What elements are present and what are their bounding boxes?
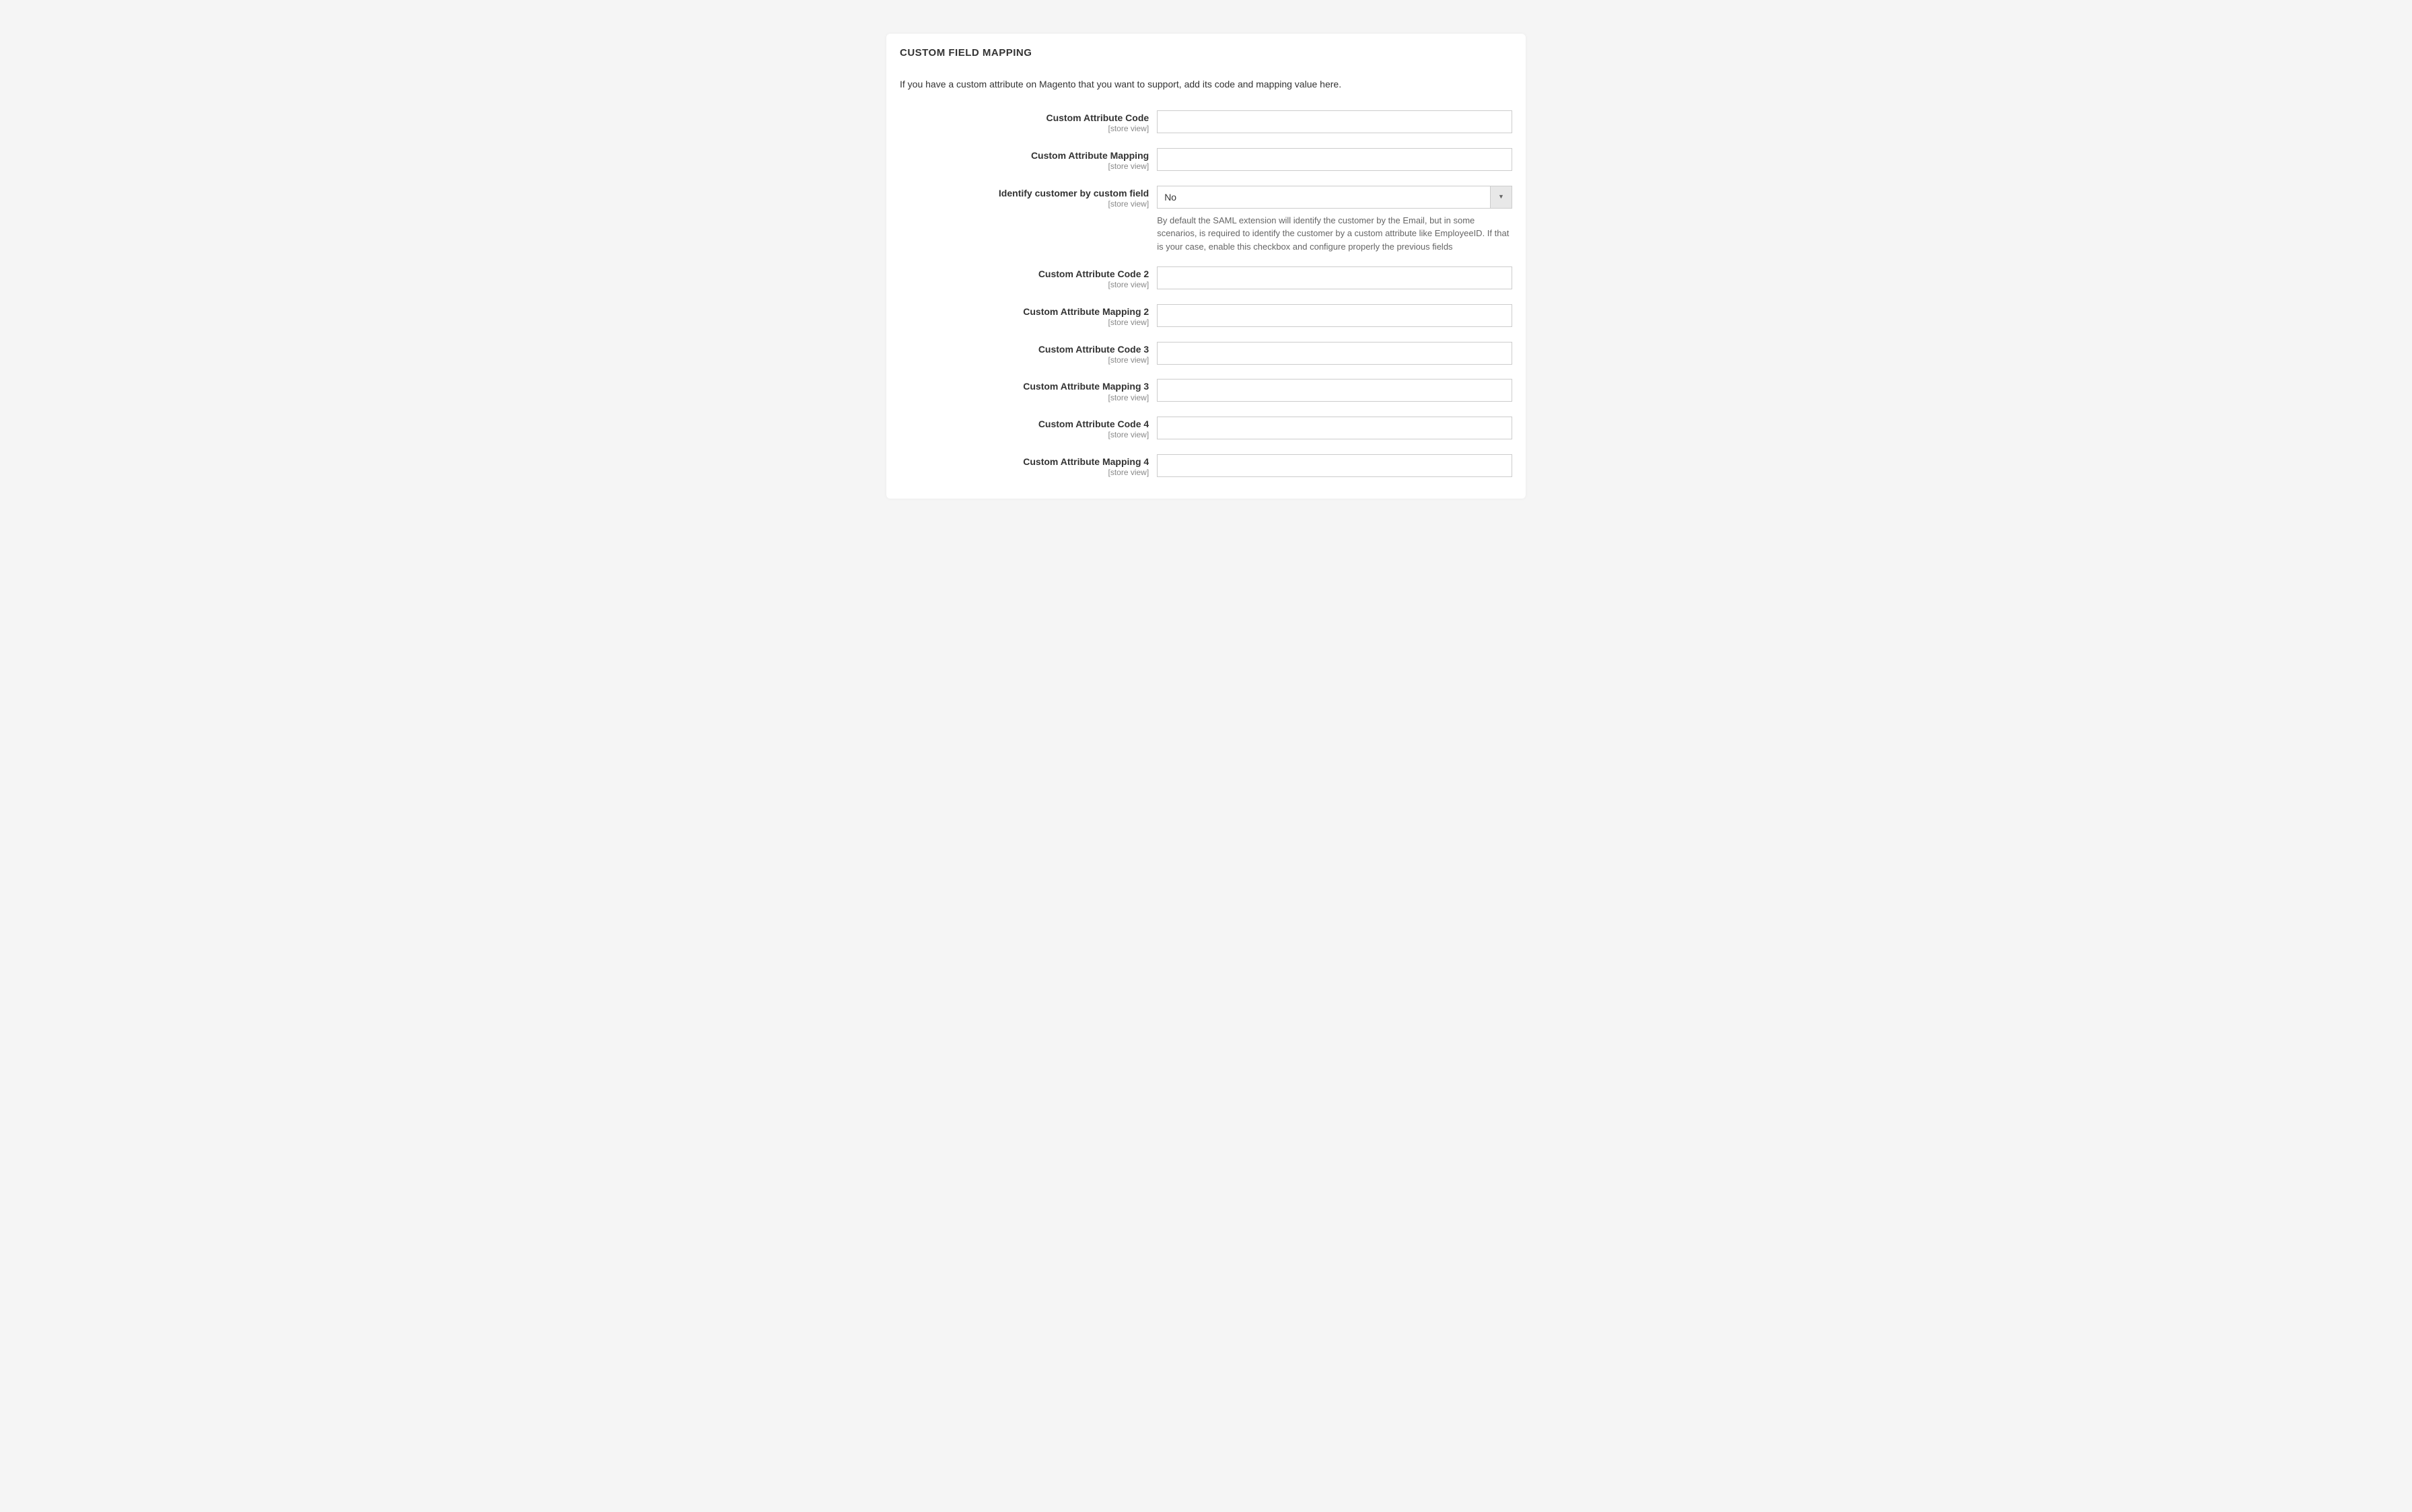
field-label-wrap: Custom Attribute Mapping 2 [store view] <box>900 304 1157 328</box>
field-control-wrap <box>1157 417 1512 439</box>
field-scope: [store view] <box>900 430 1149 441</box>
field-label: Custom Attribute Mapping <box>900 149 1149 161</box>
field-control-wrap: No ▼ By default the SAML extension will … <box>1157 186 1512 254</box>
custom-attr-mapping-4-input[interactable] <box>1157 454 1512 477</box>
field-label-wrap: Custom Attribute Mapping [store view] <box>900 148 1157 172</box>
field-row-custom-attr-code: Custom Attribute Code [store view] <box>900 110 1512 135</box>
field-scope: [store view] <box>900 199 1149 210</box>
field-label-wrap: Custom Attribute Code 2 [store view] <box>900 266 1157 291</box>
field-label: Custom Attribute Mapping 3 <box>900 380 1149 392</box>
field-control-wrap <box>1157 454 1512 477</box>
field-label-wrap: Custom Attribute Mapping 4 [store view] <box>900 454 1157 478</box>
field-row-custom-attr-mapping-4: Custom Attribute Mapping 4 [store view] <box>900 454 1512 478</box>
field-row-custom-attr-mapping-3: Custom Attribute Mapping 3 [store view] <box>900 379 1512 403</box>
field-label-wrap: Custom Attribute Code [store view] <box>900 110 1157 135</box>
field-label-wrap: Custom Attribute Code 4 [store view] <box>900 417 1157 441</box>
panel-description: If you have a custom attribute on Magent… <box>900 77 1512 92</box>
field-scope: [store view] <box>900 280 1149 291</box>
field-control-wrap <box>1157 342 1512 365</box>
custom-attr-mapping-2-input[interactable] <box>1157 304 1512 327</box>
custom-attr-code-4-input[interactable] <box>1157 417 1512 439</box>
field-label: Custom Attribute Code 2 <box>900 268 1149 280</box>
field-label: Identify customer by custom field <box>900 187 1149 199</box>
custom-attr-mapping-3-input[interactable] <box>1157 379 1512 402</box>
field-row-custom-attr-mapping: Custom Attribute Mapping [store view] <box>900 148 1512 172</box>
identify-by-custom-select[interactable]: No <box>1157 186 1512 209</box>
panel-title: CUSTOM FIELD MAPPING <box>900 47 1512 59</box>
field-help-text: By default the SAML extension will ident… <box>1157 214 1512 254</box>
field-label-wrap: Identify customer by custom field [store… <box>900 186 1157 210</box>
custom-attr-code-input[interactable] <box>1157 110 1512 133</box>
field-label: Custom Attribute Mapping 2 <box>900 305 1149 318</box>
field-label-wrap: Custom Attribute Code 3 [store view] <box>900 342 1157 366</box>
field-row-custom-attr-code-3: Custom Attribute Code 3 [store view] <box>900 342 1512 366</box>
field-control-wrap <box>1157 110 1512 133</box>
field-control-wrap <box>1157 266 1512 289</box>
field-control-wrap <box>1157 379 1512 402</box>
field-label: Custom Attribute Code 3 <box>900 343 1149 355</box>
field-label: Custom Attribute Code <box>900 112 1149 124</box>
field-scope: [store view] <box>900 318 1149 328</box>
field-row-identify-by-custom: Identify customer by custom field [store… <box>900 186 1512 254</box>
field-scope: [store view] <box>900 355 1149 366</box>
select-wrap: No ▼ <box>1157 186 1512 209</box>
field-scope: [store view] <box>900 468 1149 478</box>
custom-attr-code-3-input[interactable] <box>1157 342 1512 365</box>
field-row-custom-attr-code-4: Custom Attribute Code 4 [store view] <box>900 417 1512 441</box>
field-scope: [store view] <box>900 393 1149 404</box>
field-row-custom-attr-code-2: Custom Attribute Code 2 [store view] <box>900 266 1512 291</box>
custom-attr-code-2-input[interactable] <box>1157 266 1512 289</box>
field-scope: [store view] <box>900 161 1149 172</box>
field-label: Custom Attribute Mapping 4 <box>900 456 1149 468</box>
custom-attr-mapping-input[interactable] <box>1157 148 1512 171</box>
field-label: Custom Attribute Code 4 <box>900 418 1149 430</box>
field-control-wrap <box>1157 304 1512 327</box>
field-label-wrap: Custom Attribute Mapping 3 [store view] <box>900 379 1157 403</box>
field-scope: [store view] <box>900 124 1149 135</box>
field-control-wrap <box>1157 148 1512 171</box>
field-row-custom-attr-mapping-2: Custom Attribute Mapping 2 [store view] <box>900 304 1512 328</box>
custom-field-mapping-panel: CUSTOM FIELD MAPPING If you have a custo… <box>886 34 1526 499</box>
